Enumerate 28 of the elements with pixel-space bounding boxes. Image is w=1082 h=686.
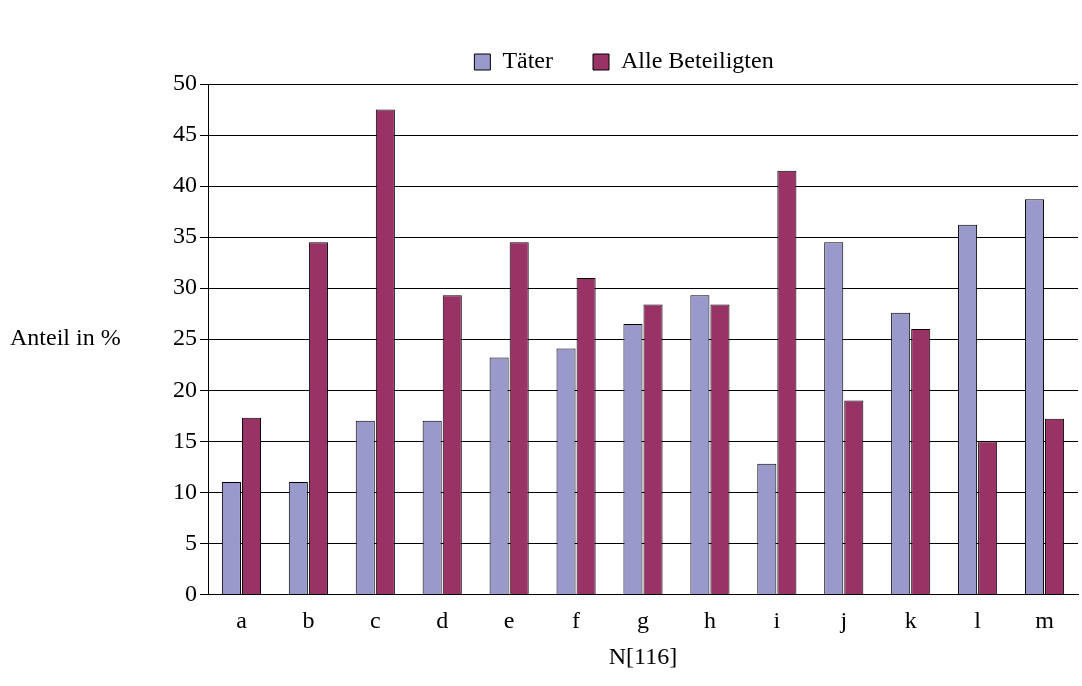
x-tick-label: k [904,607,917,634]
legend-label: Alle Beteiligten [621,47,774,74]
y-tick-label: 5 [185,528,197,555]
x-tick-label: e [503,607,515,634]
x-tick-label: d [436,607,449,634]
x-tick-label: i [773,607,781,634]
y-tick-label: 0 [185,579,197,606]
x-tick-label: b [302,607,315,634]
x-axis-title: N[116] [608,642,678,669]
y-axis-title: Anteil in % [10,324,121,351]
x-tick-label: g [637,607,649,634]
x-tick-label: c [369,607,381,634]
x-tick-label: m [1035,607,1055,634]
y-tick-label: 30 [173,273,197,300]
y-tick-label: 25 [173,324,197,351]
y-tick-label: 10 [173,477,197,504]
y-tick-label: 50 [173,69,197,96]
x-tick-label: h [703,607,716,634]
x-tick-label: l [974,607,982,634]
y-tick-label: 15 [173,426,197,453]
y-tick-label: 45 [173,120,197,147]
y-tick-label: 40 [173,171,197,198]
x-tick-label: j [839,607,848,634]
x-tick-label: f [572,607,581,634]
x-tick-label: a [236,607,248,634]
y-tick-label: 20 [173,375,197,402]
y-tick-label: 35 [173,222,197,249]
legend-label: Täter [502,47,554,74]
